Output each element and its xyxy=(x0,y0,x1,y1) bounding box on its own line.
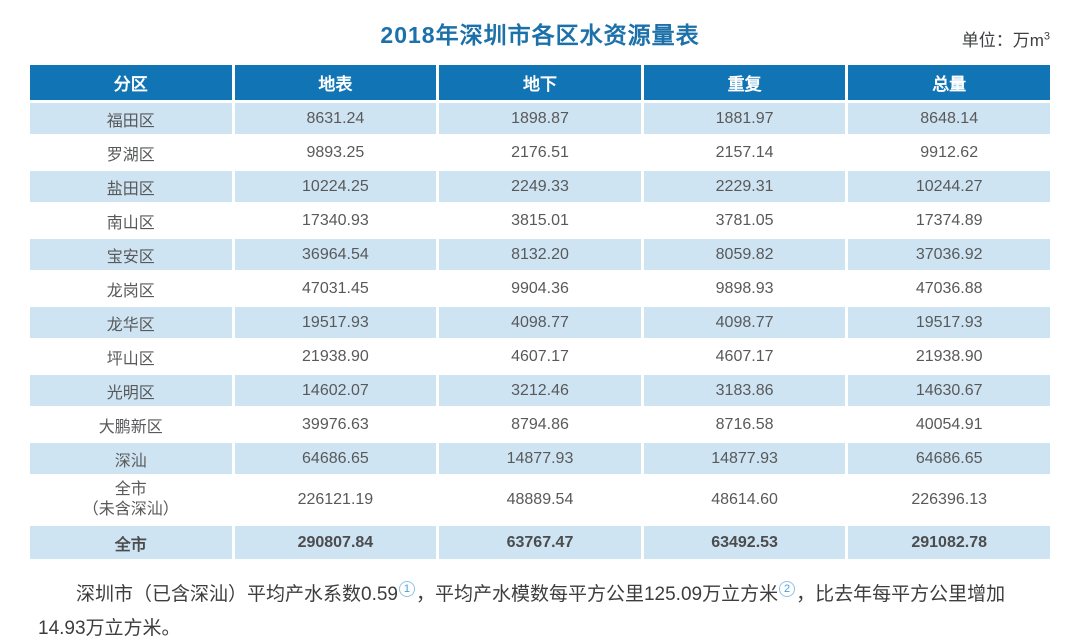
table-row: 龙华区 19517.93 4098.77 4098.77 19517.93 xyxy=(30,307,1050,338)
cell-underground: 4607.17 xyxy=(439,341,641,372)
column-header-underground: 地下 xyxy=(439,65,641,100)
column-header-duplicate: 重复 xyxy=(643,65,846,100)
cell-district: 南山区 xyxy=(30,205,232,236)
table-row-citywide-excluding-shenshan: 全市 （未含深汕） 226121.19 48889.54 48614.60 22… xyxy=(30,477,1050,523)
cell-district: 罗湖区 xyxy=(30,137,232,168)
table-row: 罗湖区 9893.25 2176.51 2157.14 9912.62 xyxy=(30,137,1050,168)
cell-surface: 226121.19 xyxy=(234,477,437,523)
cell-duplicate: 2157.14 xyxy=(643,137,846,168)
page-title: 2018年深圳市各区水资源量表 xyxy=(380,22,700,48)
cell-underground: 4098.77 xyxy=(439,307,641,338)
cell-surface: 10224.25 xyxy=(234,171,437,202)
cell-surface: 8631.24 xyxy=(234,103,437,134)
table-row: 宝安区 36964.54 8132.20 8059.82 37036.92 xyxy=(30,239,1050,270)
cell-district: 坪山区 xyxy=(30,341,232,372)
cell-underground: 48889.54 xyxy=(439,477,641,523)
cell-district: 龙岗区 xyxy=(30,273,232,304)
table-row: 深汕 64686.65 14877.93 14877.93 64686.65 xyxy=(30,443,1050,474)
cell-underground: 63767.47 xyxy=(439,526,641,559)
column-header-surface: 地表 xyxy=(234,65,437,100)
table-row: 坪山区 21938.90 4607.17 4607.17 21938.90 xyxy=(30,341,1050,372)
table-row: 龙岗区 47031.45 9904.36 9898.93 47036.88 xyxy=(30,273,1050,304)
cell-surface: 290807.84 xyxy=(234,526,437,559)
column-header-district: 分区 xyxy=(30,65,232,100)
cell-district: 龙华区 xyxy=(30,307,232,338)
cell-surface: 64686.65 xyxy=(234,443,437,474)
cell-duplicate: 48614.60 xyxy=(643,477,846,523)
cell-total: 64686.65 xyxy=(848,443,1050,474)
cell-total: 17374.89 xyxy=(848,205,1050,236)
cell-total: 226396.13 xyxy=(848,477,1050,523)
cell-surface: 39976.63 xyxy=(234,409,437,440)
cell-total: 47036.88 xyxy=(848,273,1050,304)
cell-total: 8648.14 xyxy=(848,103,1050,134)
cell-total: 10244.27 xyxy=(848,171,1050,202)
unit-label: 单位：万m3 xyxy=(962,26,1050,51)
cell-underground: 9904.36 xyxy=(439,273,641,304)
cell-total: 291082.78 xyxy=(848,526,1050,559)
footnote-marker-1: 1 xyxy=(398,581,415,597)
table-row: 大鹏新区 39976.63 8794.86 8716.58 40054.91 xyxy=(30,409,1050,440)
cell-total: 14630.67 xyxy=(848,375,1050,406)
cell-district: 盐田区 xyxy=(30,171,232,202)
cell-duplicate: 1881.97 xyxy=(643,103,846,134)
cell-surface: 19517.93 xyxy=(234,307,437,338)
cell-duplicate: 63492.53 xyxy=(643,526,846,559)
water-resources-table: 分区 地表 地下 重复 总量 福田区 8631.24 1898.87 1881.… xyxy=(27,62,1053,562)
cell-district: 光明区 xyxy=(30,375,232,406)
cell-surface: 14602.07 xyxy=(234,375,437,406)
column-header-total: 总量 xyxy=(848,65,1050,100)
table-row: 光明区 14602.07 3212.46 3183.86 14630.67 xyxy=(30,375,1050,406)
table-row: 福田区 8631.24 1898.87 1881.97 8648.14 xyxy=(30,103,1050,134)
unit-superscript: 3 xyxy=(1043,30,1050,43)
footnote: 深圳市（已含深汕）平均产水系数0.59 1 ，平均产水模数每平方公里125.09万立… xyxy=(38,578,1040,644)
cell-underground: 8132.20 xyxy=(439,239,641,270)
cell-total: 40054.91 xyxy=(848,409,1050,440)
cell-underground: 8794.86 xyxy=(439,409,641,440)
cell-underground: 3212.46 xyxy=(439,375,641,406)
footnote-marker-2: 2 xyxy=(779,581,796,597)
table-row: 盐田区 10224.25 2249.33 2229.31 10244.27 xyxy=(30,171,1050,202)
table-row: 南山区 17340.93 3815.01 3781.05 17374.89 xyxy=(30,205,1050,236)
cell-district: 全市 （未含深汕） xyxy=(30,477,232,523)
cell-underground: 14877.93 xyxy=(439,443,641,474)
cell-duplicate: 4098.77 xyxy=(643,307,846,338)
cell-duplicate: 2229.31 xyxy=(643,171,846,202)
cell-underground: 2249.33 xyxy=(439,171,641,202)
cell-district: 大鹏新区 xyxy=(30,409,232,440)
cell-surface: 47031.45 xyxy=(234,273,437,304)
cell-surface: 17340.93 xyxy=(234,205,437,236)
cell-duplicate: 3183.86 xyxy=(643,375,846,406)
district-two-line-label: 全市 （未含深汕） xyxy=(82,481,179,518)
cell-surface: 21938.90 xyxy=(234,341,437,372)
table-row-citywide-total: 全市 290807.84 63767.47 63492.53 291082.78 xyxy=(30,526,1050,559)
cell-district: 全市 xyxy=(30,526,232,559)
cell-duplicate: 3781.05 xyxy=(643,205,846,236)
cell-district: 宝安区 xyxy=(30,239,232,270)
cell-total: 37036.92 xyxy=(848,239,1050,270)
cell-duplicate: 8059.82 xyxy=(643,239,846,270)
table-header-row: 分区 地表 地下 重复 总量 xyxy=(30,65,1050,100)
cell-surface: 36964.54 xyxy=(234,239,437,270)
cell-district: 福田区 xyxy=(30,103,232,134)
footnote-text-3: ，比去年每平方公里增加14.93万立方米。 xyxy=(38,584,1006,640)
cell-total: 19517.93 xyxy=(848,307,1050,338)
cell-surface: 9893.25 xyxy=(234,137,437,168)
cell-duplicate: 8716.58 xyxy=(643,409,846,440)
cell-total: 9912.62 xyxy=(848,137,1050,168)
cell-duplicate: 14877.93 xyxy=(643,443,846,474)
cell-duplicate: 9898.93 xyxy=(643,273,846,304)
cell-underground: 2176.51 xyxy=(439,137,641,168)
cell-total: 21938.90 xyxy=(848,341,1050,372)
cell-underground: 3815.01 xyxy=(439,205,641,236)
footnote-text-2: ，平均产水模数每平方公里125.09万立方米 xyxy=(415,584,779,605)
footnote-text-1: 深圳市（已含深汕）平均产水系数0.59 xyxy=(76,584,398,605)
cell-district: 深汕 xyxy=(30,443,232,474)
unit-text: 单位：万m xyxy=(961,31,1044,50)
cell-duplicate: 4607.17 xyxy=(643,341,846,372)
cell-underground: 1898.87 xyxy=(439,103,641,134)
